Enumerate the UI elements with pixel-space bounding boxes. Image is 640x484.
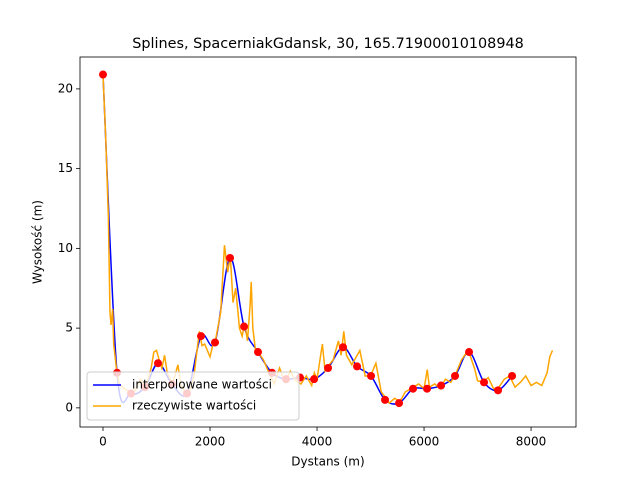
chart-title: Splines, SpacerniakGdansk, 30, 165.71900… [132, 36, 524, 52]
point-marker [240, 322, 249, 331]
point-marker [210, 338, 219, 347]
point-marker [226, 253, 235, 262]
x-axis-label: Dystans (m) [291, 455, 364, 469]
y-tick-label: 5 [65, 321, 73, 335]
point-marker [423, 384, 432, 393]
point-marker [437, 381, 446, 390]
point-marker [353, 362, 362, 371]
y-tick-label: 15 [58, 161, 73, 175]
point-marker [367, 371, 376, 380]
point-marker [409, 384, 418, 393]
legend-box [86, 371, 300, 421]
point-marker [339, 343, 348, 352]
point-marker [395, 399, 404, 408]
y-tick-label: 20 [58, 81, 73, 95]
y-tick-label: 10 [58, 241, 73, 255]
axes-frame [79, 56, 577, 428]
legend-label: interpolowane wartości [132, 378, 272, 392]
point-marker [508, 371, 517, 380]
y-axis-label: Wysokość (m) [31, 200, 45, 284]
x-tick-label: 6000 [409, 435, 440, 449]
point-marker [480, 378, 489, 387]
point-marker [381, 395, 390, 404]
point-marker [154, 359, 163, 368]
point-marker [465, 348, 474, 357]
legend-label: rzeczywiste wartości [132, 399, 256, 413]
y-tick-label: 0 [65, 400, 73, 414]
point-marker [494, 386, 503, 395]
point-marker [197, 332, 206, 341]
x-tick-label: 8000 [516, 435, 547, 449]
x-tick-label: 2000 [195, 435, 226, 449]
point-marker [99, 70, 108, 79]
x-tick-label: 0 [99, 435, 107, 449]
point-marker [310, 375, 319, 384]
x-tick-label: 4000 [302, 435, 333, 449]
point-marker [324, 363, 333, 372]
point-marker [254, 348, 263, 357]
point-marker [451, 371, 460, 380]
